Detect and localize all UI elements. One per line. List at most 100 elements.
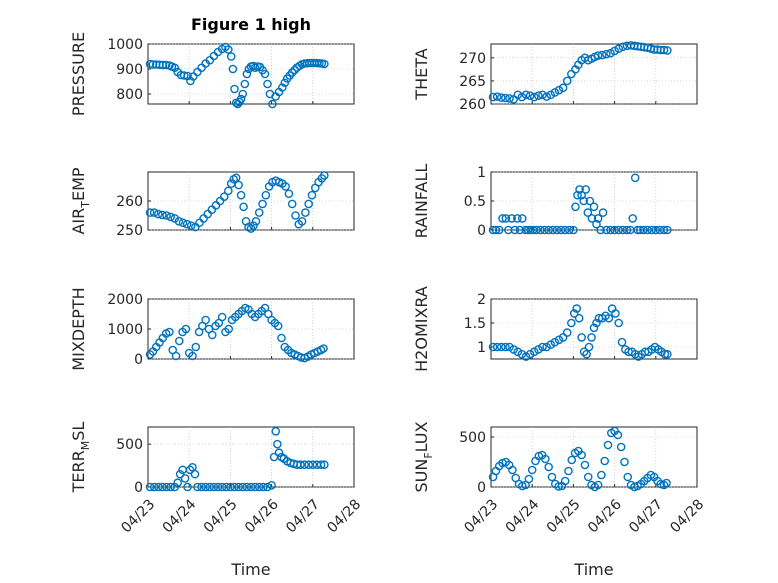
data-point: [610, 46, 619, 56]
y-axis-label-subscript: M: [79, 441, 92, 451]
data-point: [639, 225, 648, 235]
y-axis-label: AIRTEMP: [69, 167, 92, 234]
y-axis-label-subscript: T: [79, 201, 92, 209]
y-axis-label-main: AIR: [69, 208, 88, 235]
y-axis-label-rest: SL: [69, 422, 88, 441]
data-point: [663, 349, 672, 359]
data-point: [316, 460, 326, 470]
data-point: [501, 342, 510, 352]
y-axis-label-main: TERR: [69, 450, 88, 493]
data-point: [296, 460, 305, 470]
data-point: [145, 208, 155, 217]
data-point: [158, 482, 167, 492]
data-point: [544, 462, 553, 472]
x-axis-label-left: Time: [230, 560, 270, 579]
data-point: [577, 450, 586, 460]
data-point: [175, 469, 185, 479]
data-point: [231, 173, 241, 183]
data-point: [589, 202, 599, 212]
data-point: [290, 65, 299, 75]
data-point: [226, 482, 235, 492]
y-tick-label: 0: [477, 223, 486, 239]
data-point: [268, 99, 277, 109]
data-point: [166, 212, 175, 222]
y-tick-label: 250: [116, 223, 143, 239]
data-point: [228, 64, 238, 74]
subplot-6: 1 1.5 2 H2OMIXRA: [412, 286, 698, 372]
data-point: [280, 78, 290, 88]
data-point: [616, 442, 626, 452]
y-axis-label: RAINFALL: [412, 164, 431, 239]
data-point: [552, 225, 562, 235]
y-tick-label: 1.5: [464, 316, 486, 332]
data-point: [221, 482, 231, 492]
data-point: [660, 349, 670, 359]
data-point: [319, 344, 328, 353]
y-axis-label-rest: EMP: [69, 167, 88, 201]
data-point: [662, 478, 671, 488]
data-point: [153, 209, 163, 219]
data-point: [207, 330, 217, 340]
data-point: [663, 225, 672, 235]
data-point: [238, 482, 248, 492]
data-point: [166, 482, 175, 492]
data-point: [162, 211, 171, 220]
data-point: [613, 430, 623, 440]
data-point: [236, 190, 246, 200]
data-point: [630, 173, 640, 183]
data-point: [540, 225, 549, 235]
data-point: [622, 225, 632, 235]
data-point: [573, 190, 582, 200]
data-point: [544, 225, 553, 235]
data-point: [611, 309, 620, 318]
data-point: [562, 328, 572, 337]
y-axis-label: SUNFLUX: [412, 421, 435, 492]
data-point: [287, 199, 297, 209]
data-point: [593, 51, 603, 60]
data-point: [606, 225, 615, 235]
data-point: [592, 318, 601, 328]
y-tick-label: 270: [459, 51, 486, 67]
data-point: [564, 466, 573, 476]
data-point: [534, 91, 543, 100]
y-axis-label: TERRMSL: [69, 422, 92, 494]
data-point: [598, 208, 608, 217]
data-point: [224, 324, 234, 334]
y-axis-label: MIXDEPTH: [69, 287, 88, 370]
data-point: [606, 48, 615, 58]
data-point: [659, 480, 669, 490]
data-point: [217, 482, 227, 492]
y-tick-label: 500: [459, 430, 486, 446]
data-point: [580, 460, 590, 470]
data-point: [513, 90, 523, 100]
y-tick-label: 0.5: [464, 194, 486, 210]
data-point: [618, 42, 628, 52]
data-point: [182, 219, 192, 229]
axes-frame: [490, 298, 698, 360]
subplot-7: 0 500 04/23 04/24 04/25 04/26 04/27 04/28 TERRMS…: [69, 422, 364, 537]
data-point: [273, 439, 282, 449]
data-point: [593, 480, 603, 490]
data-point: [510, 225, 520, 235]
data-point: [226, 52, 236, 61]
axes-frame: [490, 426, 698, 488]
data-point: [301, 208, 310, 217]
data-point: [173, 478, 182, 488]
data-point: [501, 93, 510, 103]
data-point: [242, 482, 252, 492]
data-point: [281, 182, 290, 191]
data-point: [628, 214, 638, 223]
y-tick-label: 500: [116, 437, 143, 453]
data-point: [659, 45, 669, 55]
subplot-5: 0 1000 2000 MIXDEPTH: [69, 287, 355, 371]
data-point: [527, 465, 537, 475]
data-point: [277, 333, 286, 343]
x-tick-label: 04/25: [544, 496, 584, 536]
data-point: [274, 448, 284, 458]
data-point: [517, 92, 527, 102]
data-point: [617, 337, 627, 347]
data-point: [219, 192, 229, 201]
y-tick-label: 2: [477, 292, 486, 308]
data-point: [271, 426, 281, 436]
data-point: [278, 83, 287, 92]
